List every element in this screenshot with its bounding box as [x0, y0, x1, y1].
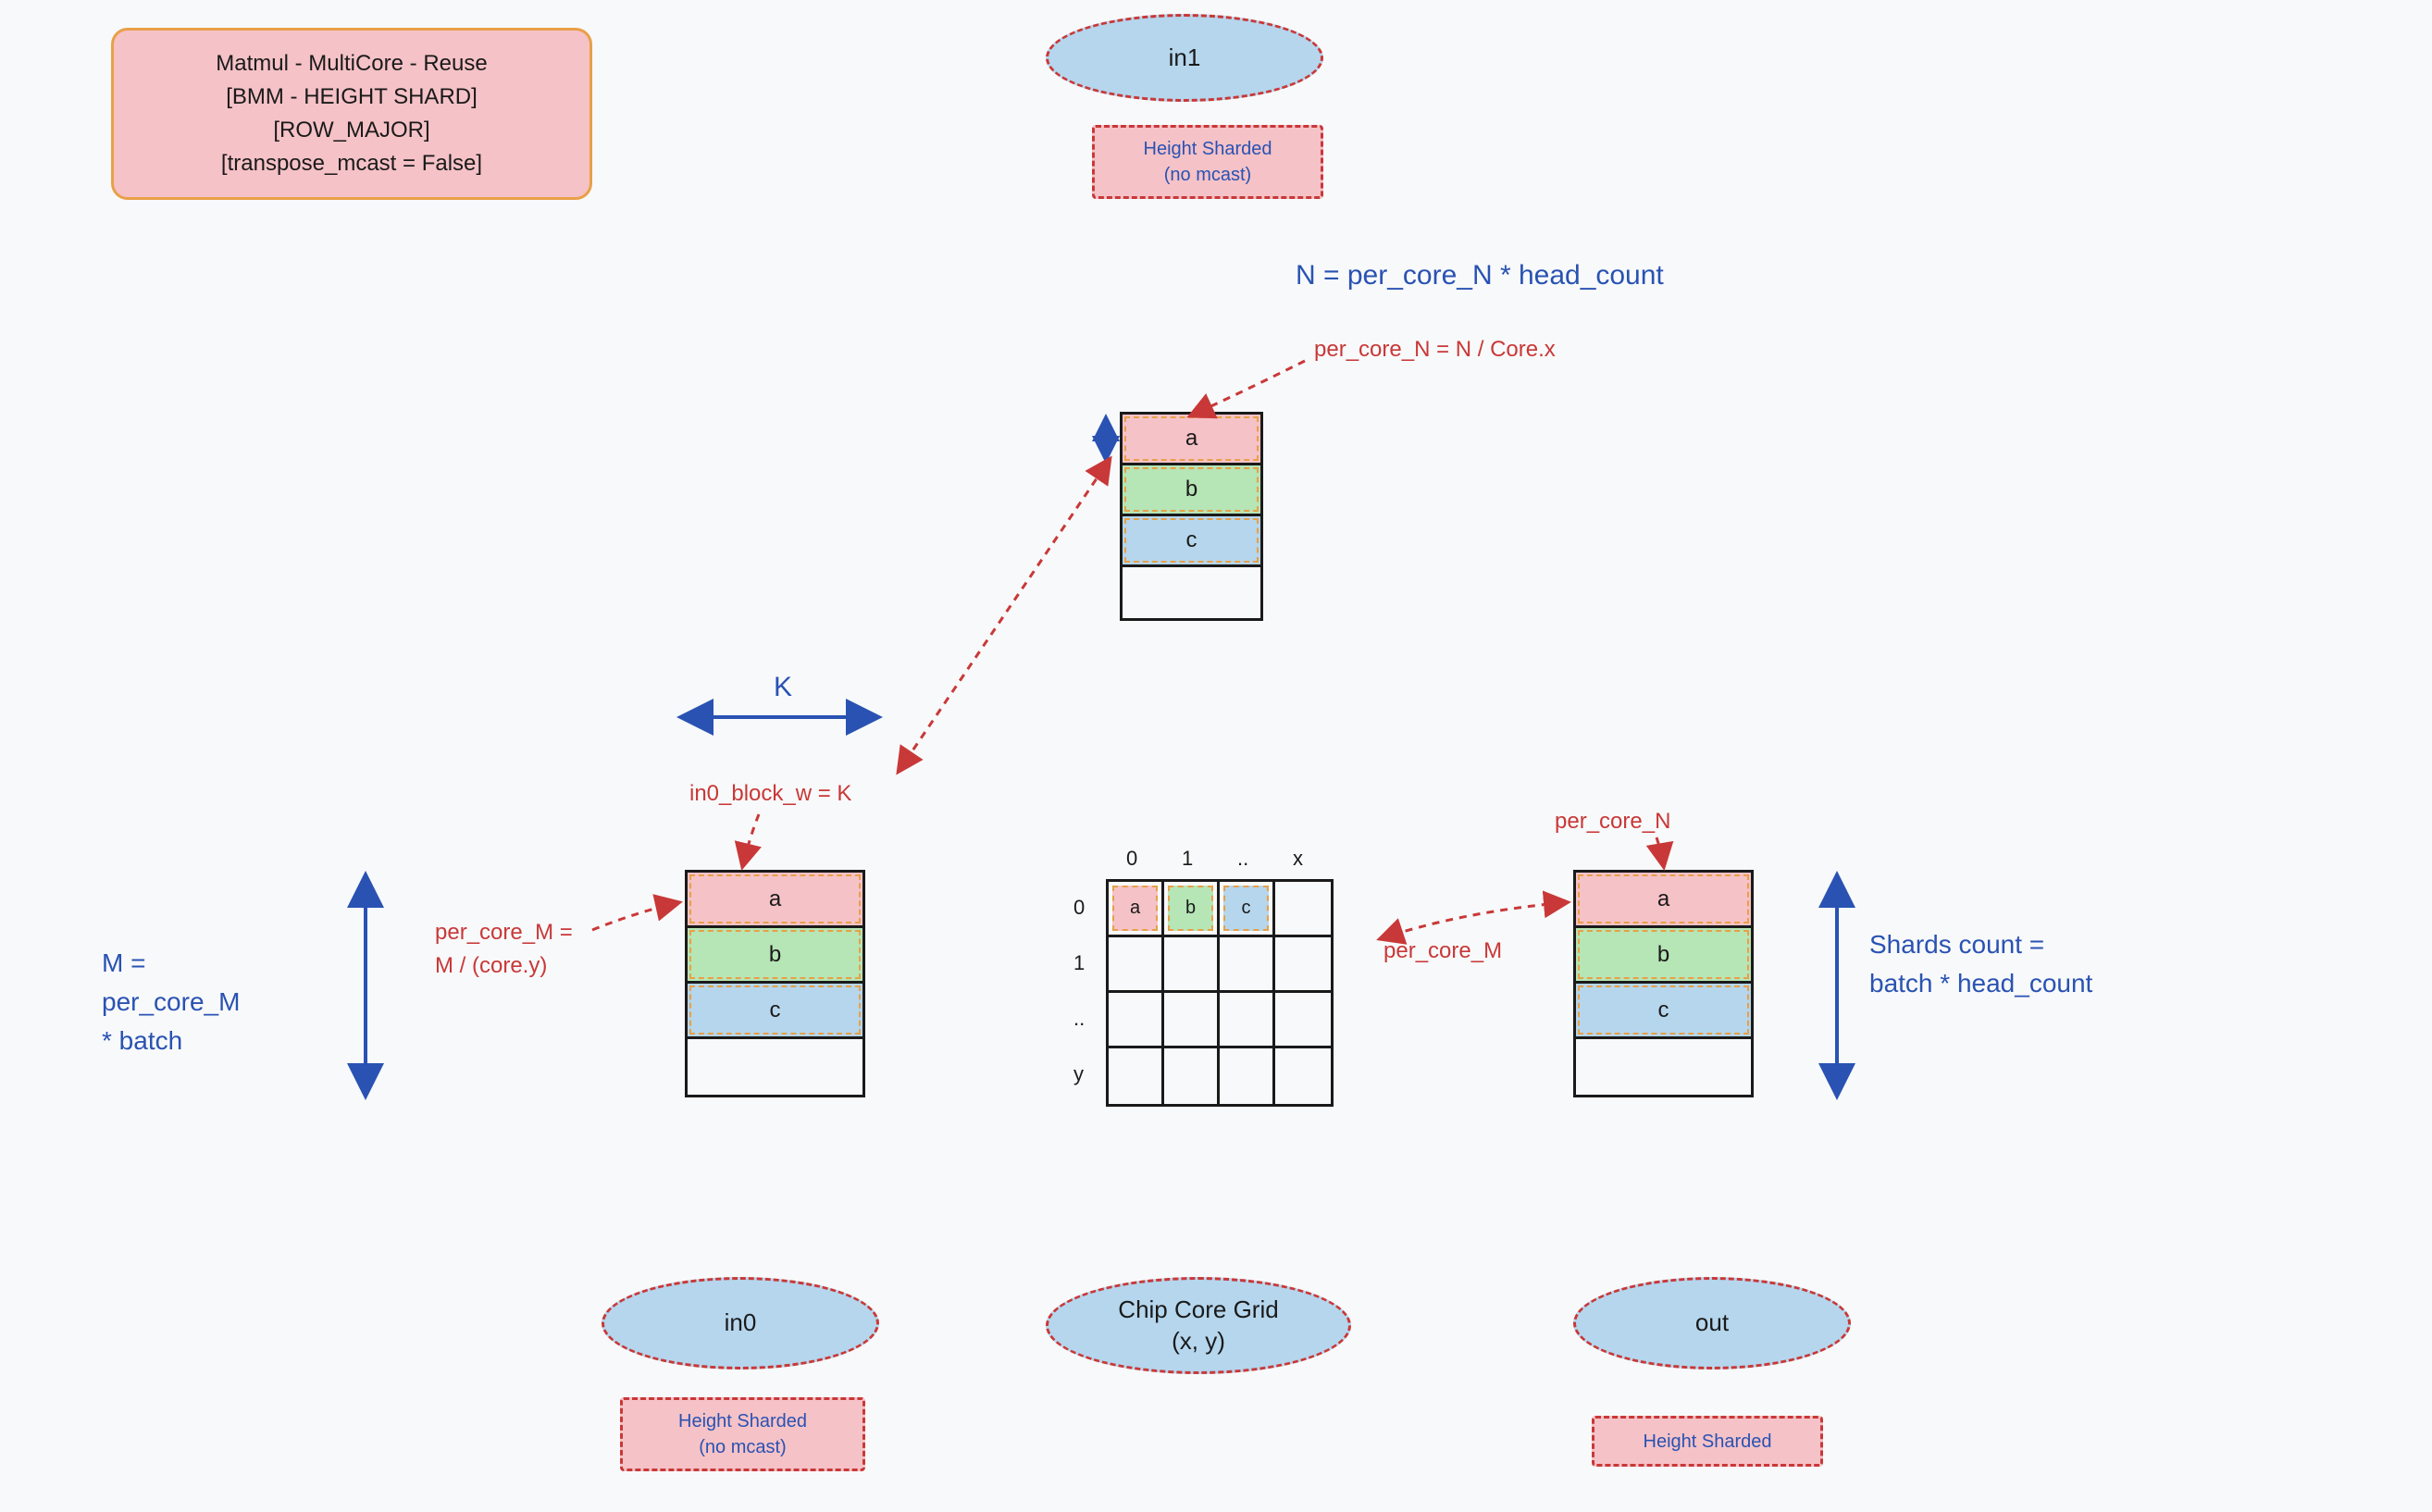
label-per-core-M: per_core_M	[1384, 935, 1502, 968]
ellipse-in1: in1	[1046, 14, 1323, 102]
arrow-k-to-top-stack	[898, 458, 1111, 773]
grid-cell: c	[1220, 882, 1275, 937]
grid-cell	[1275, 1048, 1331, 1104]
stack-top: abc	[1120, 412, 1263, 621]
grid-row-label: 1	[1073, 951, 1085, 975]
equation-in0-block-w: in0_block_w = K	[689, 777, 851, 811]
stack-right: abc	[1573, 870, 1754, 1097]
ellipse-label: in1	[1169, 43, 1201, 74]
equation-M: M = per_core_M * batch	[102, 944, 240, 1060]
grid-row-label: ..	[1073, 1007, 1085, 1031]
shard-box-label: Height Sharded (no mcast)	[678, 1408, 807, 1460]
stack-row: c	[1576, 984, 1751, 1039]
grid-col-label: 0	[1126, 847, 1137, 871]
stack-row: b	[688, 928, 862, 984]
arrow-per-core-n-right	[1656, 837, 1664, 868]
grid-cell	[1275, 993, 1331, 1048]
stack-row: a	[1123, 415, 1260, 465]
core-grid: abc	[1106, 879, 1334, 1107]
stack-row: c	[688, 984, 862, 1039]
grid-row-label: y	[1073, 1062, 1084, 1086]
stack-row: b	[1123, 465, 1260, 516]
stack-row: a	[1576, 873, 1751, 928]
stack-row: b	[1576, 928, 1751, 984]
arrow-in0-block-w	[742, 814, 759, 868]
grid-cell	[1109, 937, 1164, 993]
ellipse-label: Chip Core Grid (x, y)	[1118, 1295, 1278, 1357]
grid-col-label: ..	[1237, 847, 1248, 871]
ellipse-label: in0	[725, 1308, 757, 1339]
grid-cell	[1164, 993, 1220, 1048]
ellipse-chip-core-grid: Chip Core Grid (x, y)	[1046, 1277, 1351, 1374]
grid-cell-fill: b	[1168, 886, 1213, 931]
title-box: Matmul - MultiCore - Reuse [BMM - HEIGHT…	[111, 28, 592, 200]
stack-row: c	[1123, 516, 1260, 567]
shard-box-out: Height Sharded	[1592, 1416, 1823, 1467]
grid-cell-fill: c	[1223, 886, 1269, 931]
stack-row	[1123, 567, 1260, 618]
stack-row	[688, 1039, 862, 1095]
arrow-per-core-n-top	[1189, 361, 1305, 416]
stack-left: abc	[685, 870, 865, 1097]
shard-box-label: Height Sharded	[1644, 1429, 1772, 1455]
grid-cell	[1220, 1048, 1275, 1104]
grid-cell	[1109, 993, 1164, 1048]
ellipse-out: out	[1573, 1277, 1851, 1369]
arrow-per-core-m-to-right	[1379, 902, 1569, 939]
title-line: Matmul - MultiCore - Reuse	[151, 47, 552, 81]
label-per-core-N: per_core_N	[1555, 805, 1670, 838]
grid-cell	[1220, 993, 1275, 1048]
grid-col-label: 1	[1182, 847, 1193, 871]
grid-cell: a	[1109, 882, 1164, 937]
shard-box-label: Height Sharded (no mcast)	[1144, 136, 1272, 188]
grid-row-label: 0	[1073, 896, 1085, 920]
shard-box-in0: Height Sharded (no mcast)	[620, 1397, 865, 1471]
grid-cell: b	[1164, 882, 1220, 937]
grid-cell	[1164, 1048, 1220, 1104]
grid-cell	[1275, 882, 1331, 937]
title-line: [transpose_mcast = False]	[151, 147, 552, 180]
ellipse-in0: in0	[602, 1277, 879, 1369]
stack-row	[1576, 1039, 1751, 1095]
ellipse-label: out	[1695, 1308, 1729, 1339]
grid-col-label: x	[1293, 847, 1303, 871]
title-line: [BMM - HEIGHT SHARD]	[151, 81, 552, 114]
arrow-per-core-m-eq	[592, 902, 680, 930]
equation-per-core-M-eq: per_core_M = M / (core.y)	[435, 916, 573, 983]
equation-N: N = per_core_N * head_count	[1296, 254, 1664, 296]
equation-per-core-N-top: per_core_N = N / Core.x	[1314, 333, 1556, 366]
grid-cell	[1275, 937, 1331, 993]
shard-box-in1: Height Sharded (no mcast)	[1092, 125, 1323, 199]
label-K: K	[774, 666, 792, 708]
grid-cell	[1220, 937, 1275, 993]
title-line: [ROW_MAJOR]	[151, 114, 552, 147]
grid-cell-fill: a	[1112, 886, 1158, 931]
equation-shards-count: Shards count = batch * head_count	[1869, 925, 2092, 1003]
stack-row: a	[688, 873, 862, 928]
grid-cell	[1109, 1048, 1164, 1104]
grid-cell	[1164, 937, 1220, 993]
